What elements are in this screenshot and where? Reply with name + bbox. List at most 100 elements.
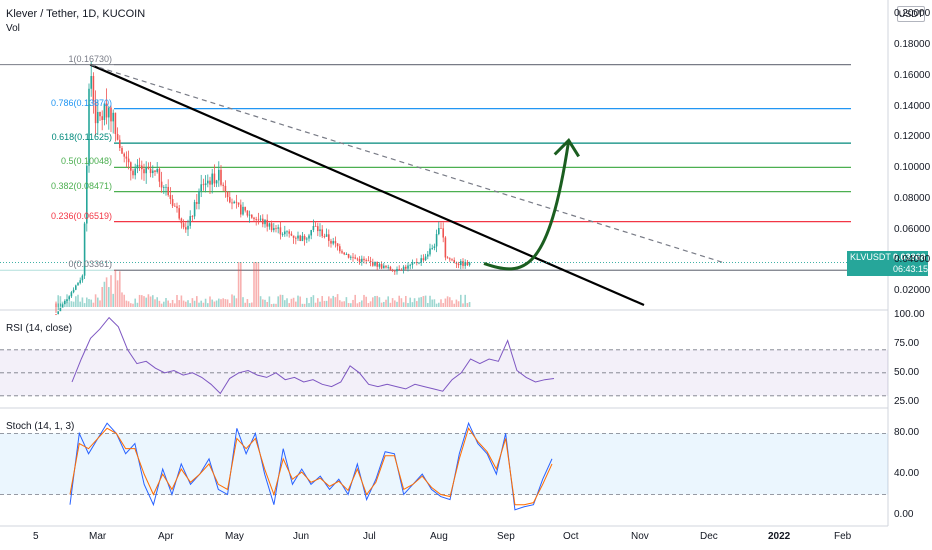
candle-body <box>341 251 343 253</box>
volume-bar <box>143 296 145 307</box>
volume-bar <box>314 302 317 307</box>
price-axis-tick: 0.08000 <box>894 192 931 204</box>
candle-body <box>332 241 334 244</box>
candle-body <box>339 246 341 252</box>
volume-bar <box>215 300 218 307</box>
chart-title: Klever / Tether, 1D, KUCOIN <box>6 8 146 20</box>
volume-bar <box>407 303 409 307</box>
volume-bar <box>77 294 79 307</box>
candle-body <box>358 259 361 262</box>
price-axis-tick: 0.02000 <box>894 285 931 297</box>
fib-level-label: 1(0.16730) <box>68 53 112 64</box>
volume-bar <box>75 296 77 307</box>
price-tag-value: 0.03868 <box>893 252 926 262</box>
volume-bar <box>453 303 455 307</box>
volume-bar <box>347 303 350 307</box>
stoch-k-line <box>69 421 553 511</box>
volume-bar <box>372 297 374 307</box>
candle-body <box>251 214 253 218</box>
candle-body <box>167 186 169 196</box>
candle-body <box>72 289 75 293</box>
candle-body <box>110 107 112 122</box>
volume-bar <box>103 281 106 307</box>
price-axis-tick: 0.12000 <box>894 131 931 143</box>
volume-bar <box>66 294 68 307</box>
candle-body <box>169 195 172 200</box>
candle-body <box>204 183 207 186</box>
candle-body <box>328 234 330 241</box>
candle-body <box>176 206 178 209</box>
volume-bar <box>277 296 279 307</box>
volume-bar <box>464 294 466 307</box>
candle-body <box>442 228 444 238</box>
candle-body <box>385 265 387 268</box>
volume-bar <box>387 296 389 307</box>
volume-bar <box>207 303 209 307</box>
volume-bar <box>83 303 86 307</box>
fib-level-label: 0.236(0.06519) <box>50 210 112 221</box>
candle-body <box>266 219 268 227</box>
volume-bar <box>167 300 169 307</box>
volume-bar <box>444 298 447 307</box>
time-axis-tick: Jul <box>363 531 376 542</box>
candle-body <box>429 248 431 255</box>
volume-bar <box>369 301 372 307</box>
candle-body <box>68 296 70 300</box>
volume-bar <box>288 303 290 307</box>
candle-body <box>189 216 191 226</box>
rsi-axis-tick: 25.00 <box>894 395 920 407</box>
volume-bar <box>64 299 66 307</box>
candle-body <box>88 88 90 166</box>
volume-bar <box>165 298 167 307</box>
candle-body <box>312 225 315 231</box>
volume-bar <box>125 300 128 307</box>
candle-body <box>387 266 389 268</box>
volume-bar <box>334 297 337 307</box>
volume-bar <box>325 300 328 307</box>
volume-bar <box>136 302 139 307</box>
volume-bar <box>189 303 191 307</box>
candle-body <box>350 256 352 258</box>
volume-bar <box>72 301 75 307</box>
volume-bar <box>79 301 81 307</box>
volume-bar <box>409 297 411 307</box>
candle-body <box>207 180 209 184</box>
candle-body <box>394 270 396 272</box>
volume-bar <box>116 280 119 307</box>
volume-bar <box>198 302 200 307</box>
candle-body <box>90 76 92 89</box>
candle-body <box>314 225 317 227</box>
volume-bar <box>354 294 356 307</box>
volume-bar <box>202 302 205 307</box>
volume-bar <box>462 303 464 307</box>
volume-bar <box>306 297 308 307</box>
volume-bar <box>213 301 216 307</box>
currency-button[interactable]: USDT <box>897 6 925 22</box>
volume-bar <box>416 301 418 307</box>
volume-bar <box>367 303 370 307</box>
candle-body <box>462 261 464 266</box>
candle-body <box>438 228 440 235</box>
candle-body <box>237 202 240 205</box>
candle-body <box>83 223 86 276</box>
volume-bar <box>279 294 282 307</box>
volume-bar <box>251 302 253 307</box>
volume-bar <box>323 300 326 307</box>
candle-body <box>402 266 405 270</box>
volume-bar <box>442 303 444 307</box>
volume-bar <box>350 303 352 307</box>
volume-bar <box>303 303 306 307</box>
price-axis-tick: 0.10000 <box>894 162 931 174</box>
volume-bar <box>433 299 436 307</box>
volume-bar <box>55 301 57 307</box>
candle-body <box>235 201 238 203</box>
candle-body <box>220 169 222 185</box>
volume-bar <box>270 303 273 307</box>
volume-bar <box>61 301 64 307</box>
stoch-d-line <box>69 427 553 506</box>
volume-bar <box>308 303 310 307</box>
volume-bar <box>343 301 345 307</box>
candle-body <box>143 169 145 174</box>
candle-body <box>147 167 150 169</box>
